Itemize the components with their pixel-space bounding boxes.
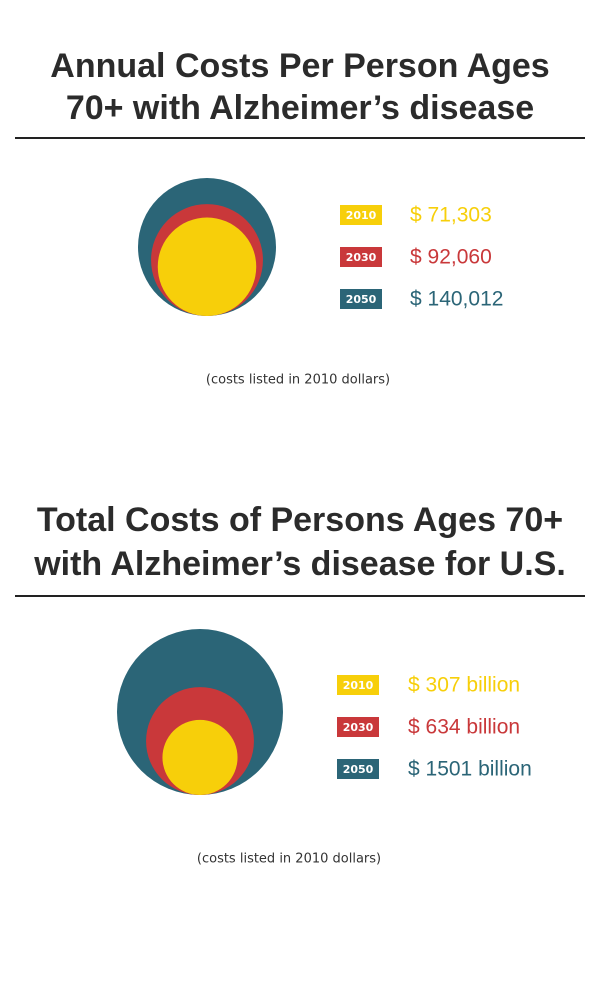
value-label: $ 307 billion — [408, 674, 520, 697]
footnote: (costs listed in 2010 dollars) — [197, 852, 381, 867]
legend-swatch — [340, 247, 382, 267]
legend-year: 2030 — [346, 251, 377, 264]
legend-year: 2010 — [346, 209, 377, 222]
chart-title: Total Costs of Persons Ages 70+ — [37, 501, 563, 539]
chart-title: with Alzheimer’s disease for U.S. — [33, 545, 566, 583]
chart-title: Annual Costs Per Person Ages — [50, 47, 549, 85]
cost-circle — [162, 719, 238, 796]
value-label: $ 634 billion — [408, 716, 520, 739]
legend-year: 2050 — [346, 293, 377, 306]
legend-swatch — [337, 759, 379, 779]
legend-swatch — [340, 289, 382, 309]
value-label: $ 71,303 — [410, 204, 492, 227]
legend-swatch — [337, 717, 379, 737]
legend-swatch — [340, 205, 382, 225]
value-label: $ 140,012 — [410, 288, 503, 311]
legend-year: 2030 — [343, 721, 374, 734]
legend-swatch — [337, 675, 379, 695]
chart-title: 70+ with Alzheimer’s disease — [66, 89, 534, 127]
footnote: (costs listed in 2010 dollars) — [206, 373, 390, 388]
value-label: $ 92,060 — [410, 246, 492, 269]
value-label: $ 1501 billion — [408, 758, 532, 781]
legend-year: 2010 — [343, 679, 374, 692]
legend-year: 2050 — [343, 763, 374, 776]
cost-circle — [157, 217, 257, 316]
